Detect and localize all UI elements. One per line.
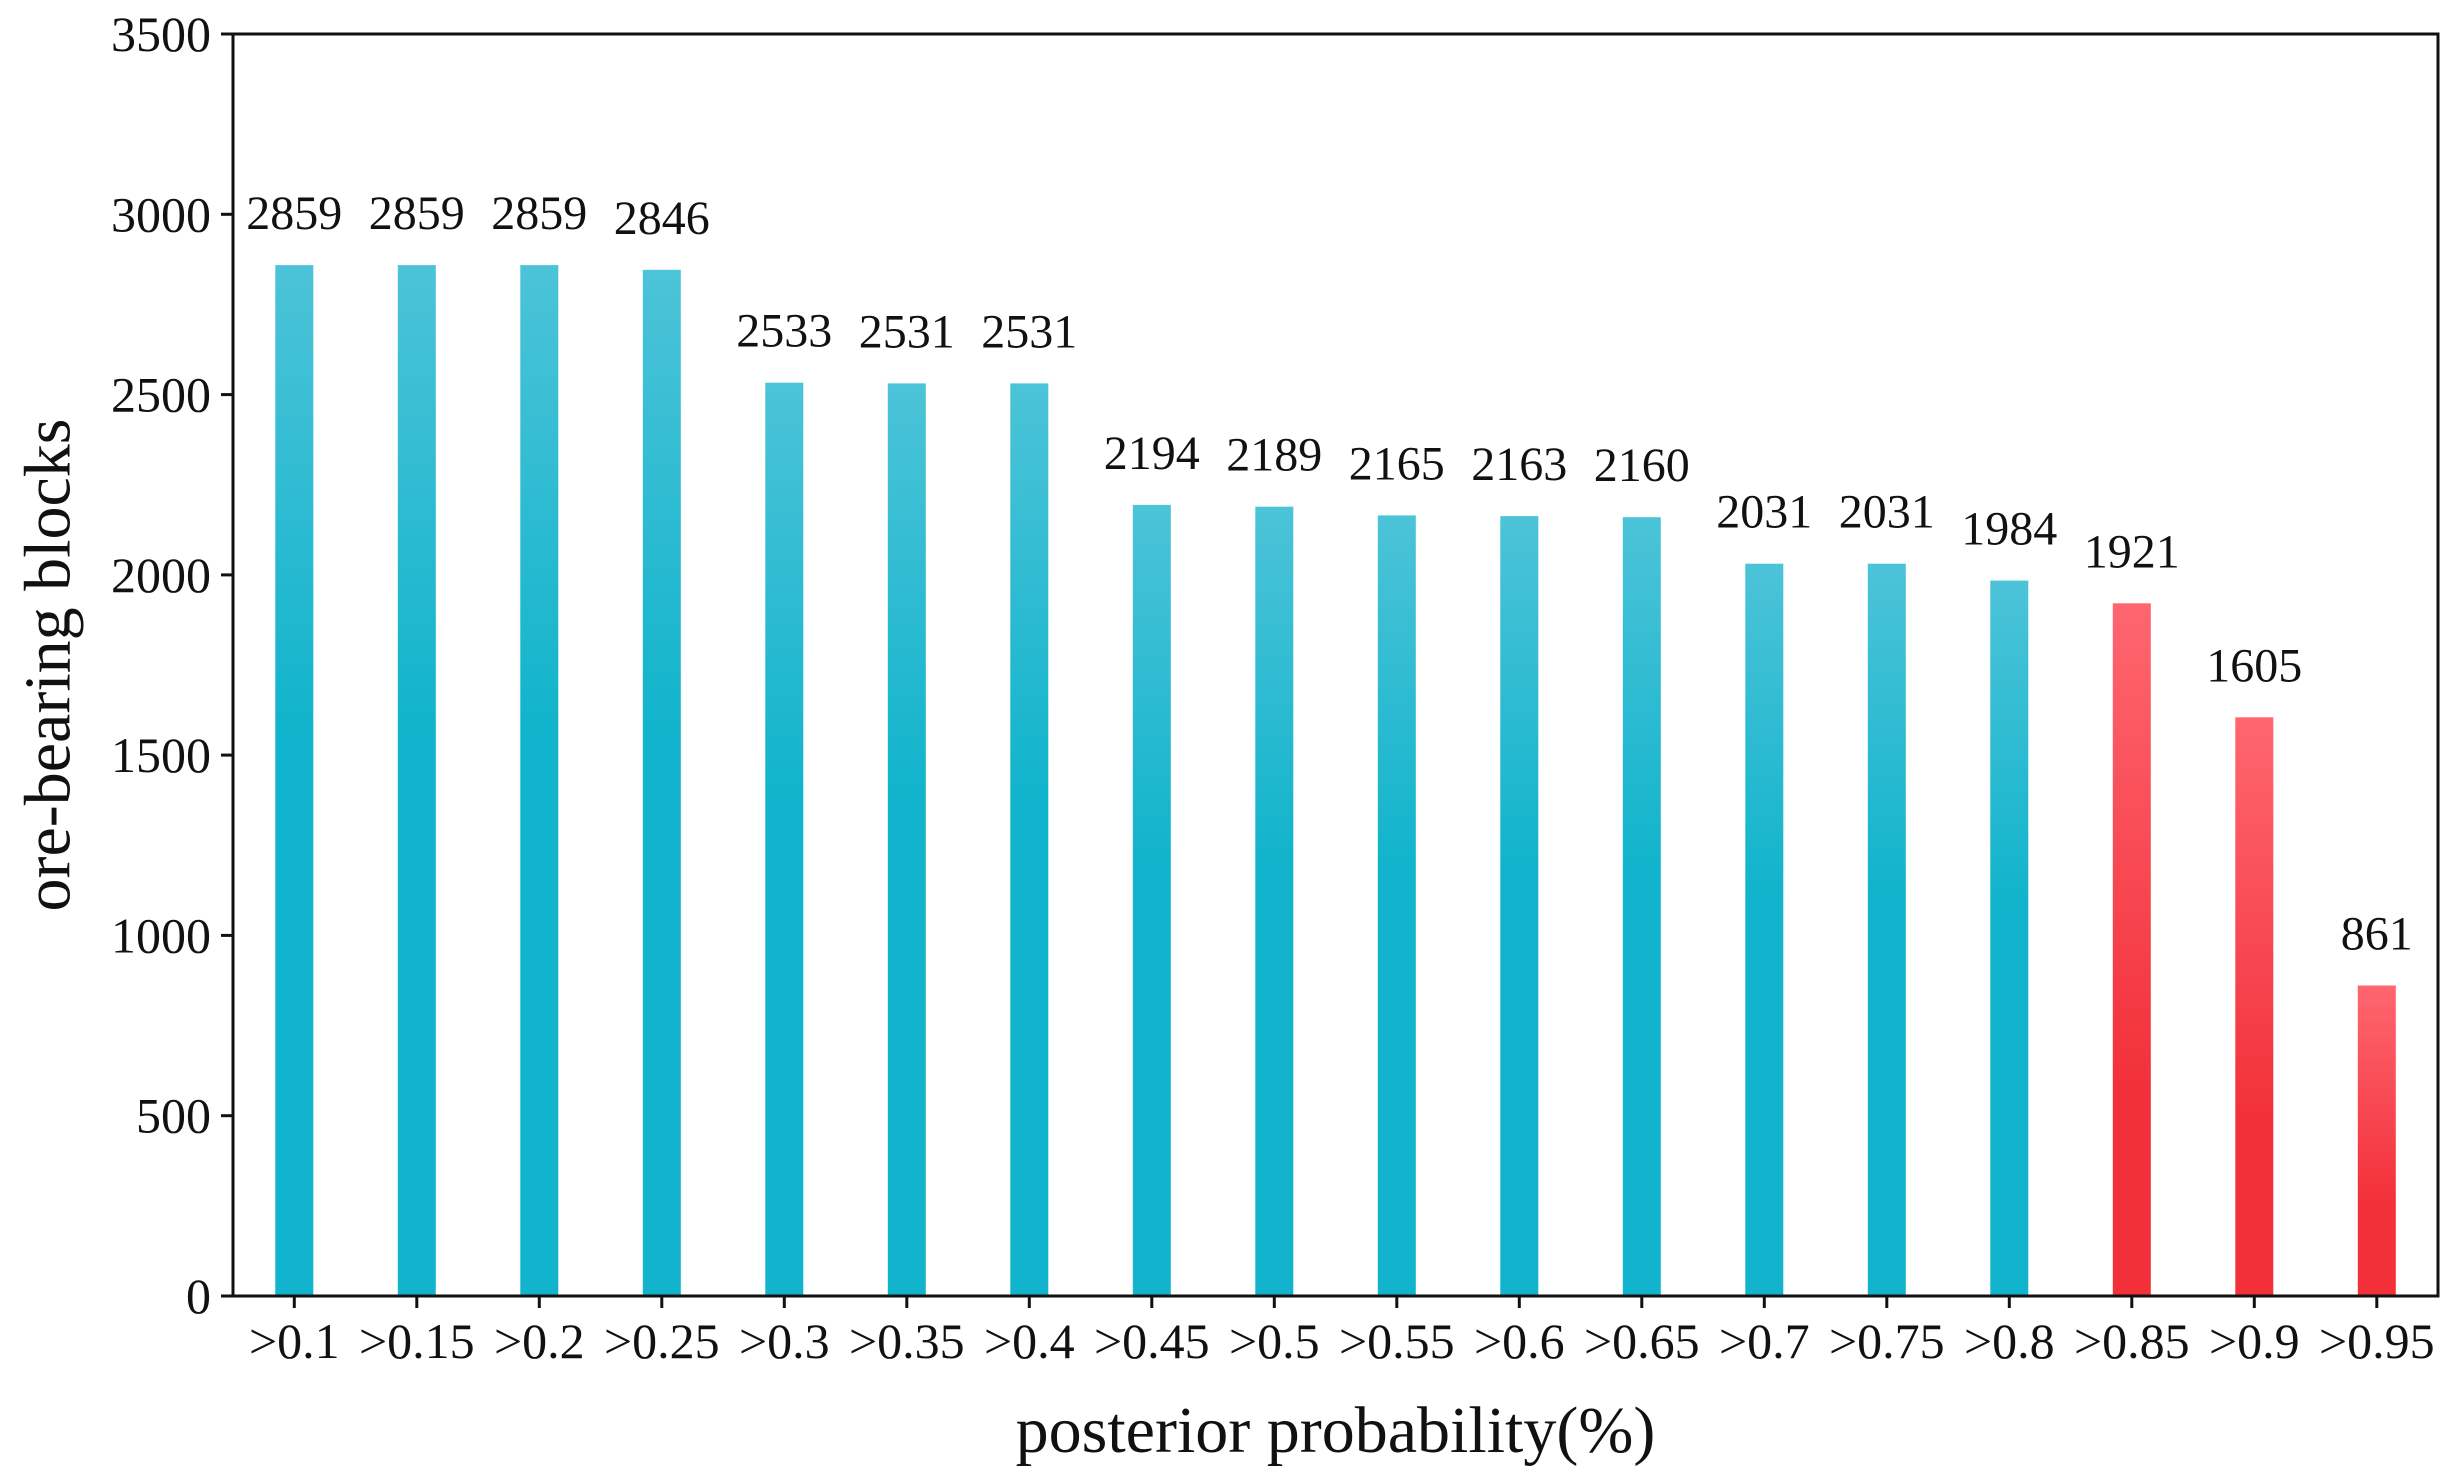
x-tick-label-0: >0.1 bbox=[249, 1313, 340, 1369]
bar-12 bbox=[1745, 563, 1784, 1296]
x-tick-label-13: >0.75 bbox=[1829, 1313, 1945, 1369]
bar-16 bbox=[2235, 717, 2274, 1296]
data-label-10: 2163 bbox=[1471, 438, 1567, 491]
data-label-4: 2533 bbox=[736, 305, 832, 358]
bar-11 bbox=[1622, 517, 1661, 1296]
data-label-3: 2846 bbox=[614, 192, 710, 245]
y-tick-label-2: 1000 bbox=[111, 907, 211, 963]
x-tick-label-11: >0.65 bbox=[1584, 1313, 1700, 1369]
x-tick-label-3: >0.25 bbox=[604, 1313, 720, 1369]
data-label-0: 2859 bbox=[246, 187, 342, 240]
plot-frame bbox=[231, 32, 2440, 1298]
x-tick-label-4: >0.3 bbox=[739, 1313, 830, 1369]
bar-3 bbox=[642, 269, 681, 1296]
y-axis-ticks: 0 500 1000 1500 2000 2500 3000 3500 bbox=[111, 6, 233, 1324]
bar-2 bbox=[520, 265, 559, 1297]
data-label-7: 2194 bbox=[1104, 427, 1200, 480]
data-label-16: 1605 bbox=[2206, 639, 2302, 692]
bar-7 bbox=[1132, 504, 1171, 1296]
data-label-15: 1921 bbox=[2084, 525, 2180, 578]
x-axis-title: posterior probability(%) bbox=[1016, 1394, 1656, 1467]
bar-17 bbox=[2357, 985, 2396, 1296]
data-label-11: 2160 bbox=[1594, 439, 1690, 492]
x-tick-label-15: >0.85 bbox=[2074, 1313, 2190, 1369]
y-axis-title: ore-bearing blocks bbox=[12, 419, 85, 912]
data-label-8: 2189 bbox=[1226, 429, 1322, 482]
y-tick-label-5: 2500 bbox=[111, 367, 211, 423]
bar-6 bbox=[1010, 383, 1049, 1296]
x-tick-label-17: >0.95 bbox=[2319, 1313, 2435, 1369]
y-tick-label-6: 3000 bbox=[111, 186, 211, 242]
bar-1 bbox=[397, 265, 436, 1297]
bar-5 bbox=[887, 383, 926, 1296]
bar-14 bbox=[1990, 580, 2029, 1296]
data-labels-group: 2859 2859 2859 2846 2533 2531 2531 2194 2189 2165… bbox=[246, 187, 2413, 960]
x-tick-label-5: >0.35 bbox=[849, 1313, 965, 1369]
y-tick-label-0: 0 bbox=[186, 1268, 211, 1324]
x-tick-label-9: >0.55 bbox=[1339, 1313, 1455, 1369]
x-axis-ticks: >0.1 >0.15 >0.2 >0.25 >0.3 >0.35 >0.4 >0.45 >0.5… bbox=[249, 1296, 2435, 1369]
bar-15 bbox=[2112, 603, 2151, 1296]
x-tick-label-16: >0.9 bbox=[2209, 1313, 2300, 1369]
y-tick-label-3: 1500 bbox=[111, 727, 211, 783]
y-tick-label-4: 2000 bbox=[111, 547, 211, 603]
bar-0 bbox=[275, 265, 314, 1297]
bar-9 bbox=[1377, 515, 1416, 1296]
y-tick-label-1: 500 bbox=[136, 1088, 211, 1144]
data-label-17: 861 bbox=[2341, 908, 2413, 961]
bar-8 bbox=[1255, 506, 1294, 1296]
x-tick-label-8: >0.5 bbox=[1229, 1313, 1320, 1369]
bar-13 bbox=[1867, 563, 1906, 1296]
data-label-6: 2531 bbox=[981, 305, 1077, 358]
data-label-13: 2031 bbox=[1839, 486, 1935, 539]
x-tick-label-7: >0.45 bbox=[1094, 1313, 1210, 1369]
data-label-14: 1984 bbox=[1961, 503, 2057, 556]
x-tick-label-1: >0.15 bbox=[359, 1313, 475, 1369]
x-tick-label-12: >0.7 bbox=[1719, 1313, 1810, 1369]
x-tick-label-6: >0.4 bbox=[984, 1313, 1075, 1369]
data-label-12: 2031 bbox=[1716, 486, 1812, 539]
x-tick-label-2: >0.2 bbox=[494, 1313, 585, 1369]
y-tick-label-7: 3500 bbox=[111, 6, 211, 62]
data-label-2: 2859 bbox=[491, 187, 587, 240]
bars-group bbox=[275, 265, 2396, 1297]
data-label-9: 2165 bbox=[1349, 437, 1445, 490]
x-tick-label-14: >0.8 bbox=[1964, 1313, 2055, 1369]
data-label-1: 2859 bbox=[369, 187, 465, 240]
data-label-5: 2531 bbox=[859, 305, 955, 358]
bar-10 bbox=[1500, 516, 1539, 1296]
bar-4 bbox=[765, 382, 804, 1296]
x-tick-label-10: >0.6 bbox=[1474, 1313, 1565, 1369]
